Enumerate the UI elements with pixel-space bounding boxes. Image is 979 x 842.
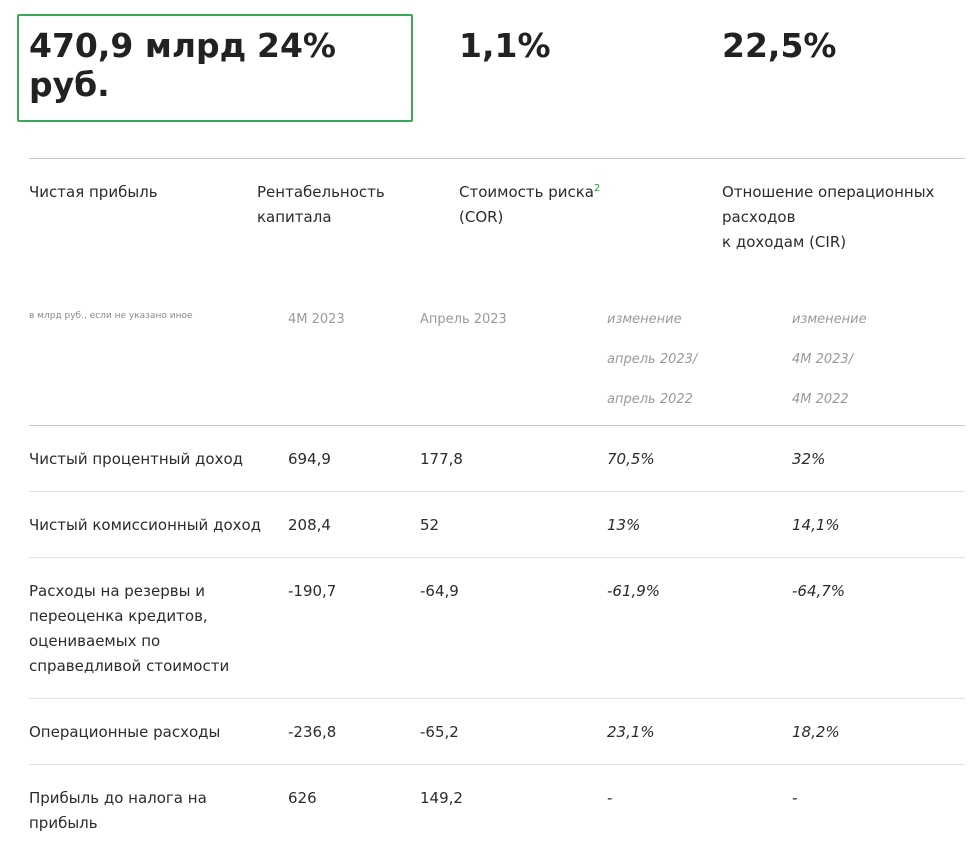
cell-4m-2023: 208,4 bbox=[288, 516, 331, 534]
kpi-cor-value: 1,1% bbox=[459, 26, 551, 65]
table-header-divider bbox=[29, 425, 965, 426]
footnote-marker[interactable]: 2 bbox=[594, 183, 601, 194]
cell-april-2023: 149,2 bbox=[420, 789, 463, 807]
kpi-cir-label: Отношение операционных расходов к дохода… bbox=[722, 183, 935, 251]
cell-4m-2023: 626 bbox=[288, 789, 317, 807]
row-divider bbox=[29, 764, 965, 765]
col-header-change-4m: изменение 4M 2023/ 4M 2022 bbox=[792, 312, 867, 407]
cell-april-2023: -64,9 bbox=[420, 582, 459, 600]
divider bbox=[29, 158, 965, 159]
row-label: Чистый процентный доход bbox=[29, 450, 244, 468]
row-label: Прибыль до налога на прибыль bbox=[29, 789, 207, 832]
cell-change-4m: 18,2% bbox=[792, 723, 840, 741]
cell-change-april: 70,5% bbox=[607, 450, 655, 468]
cell-4m-2023: -236,8 bbox=[288, 723, 337, 741]
table-units-note: в млрд руб., если не указано иное bbox=[29, 311, 193, 321]
kpi-roe-value: 24% bbox=[257, 26, 336, 65]
cell-change-april: 23,1% bbox=[607, 723, 655, 741]
cell-change-4m: -64,7% bbox=[792, 582, 846, 600]
cell-change-4m: 32% bbox=[792, 450, 826, 468]
cell-april-2023: 52 bbox=[420, 516, 440, 534]
kpi-highlight-box bbox=[17, 14, 413, 122]
cell-4m-2023: -190,7 bbox=[288, 582, 337, 600]
row-divider bbox=[29, 557, 965, 558]
col-header-april-2023: Апрель 2023 bbox=[420, 312, 507, 327]
kpi-roe-label: Рентабельность капитала bbox=[257, 183, 385, 226]
cell-april-2023: -65,2 bbox=[420, 723, 459, 741]
cell-april-2023: 177,8 bbox=[420, 450, 463, 468]
kpi-net-profit-label: Чистая прибыль bbox=[29, 183, 158, 201]
cell-change-april: 13% bbox=[607, 516, 641, 534]
col-header-change-april: изменение апрель 2023/ апрель 2022 bbox=[607, 312, 698, 407]
cell-change-4m: 14,1% bbox=[792, 516, 840, 534]
cell-change-april: -61,9% bbox=[607, 582, 661, 600]
cell-4m-2023: 694,9 bbox=[288, 450, 331, 468]
cell-change-april: - bbox=[607, 789, 613, 807]
kpi-cor-label: Стоимость риска2 (COR) bbox=[459, 183, 601, 226]
kpi-net-profit-value: 470,9 млрд руб. bbox=[29, 26, 247, 104]
kpi-cir-value: 22,5% bbox=[722, 26, 837, 65]
row-label: Операционные расходы bbox=[29, 723, 221, 741]
row-label: Расходы на резервы и переоценка кредитов… bbox=[29, 582, 230, 675]
row-label: Чистый комиссионный доход bbox=[29, 516, 262, 534]
col-header-4m-2023: 4M 2023 bbox=[288, 312, 345, 327]
cell-change-4m: - bbox=[792, 789, 798, 807]
row-divider bbox=[29, 491, 965, 492]
row-divider bbox=[29, 698, 965, 699]
